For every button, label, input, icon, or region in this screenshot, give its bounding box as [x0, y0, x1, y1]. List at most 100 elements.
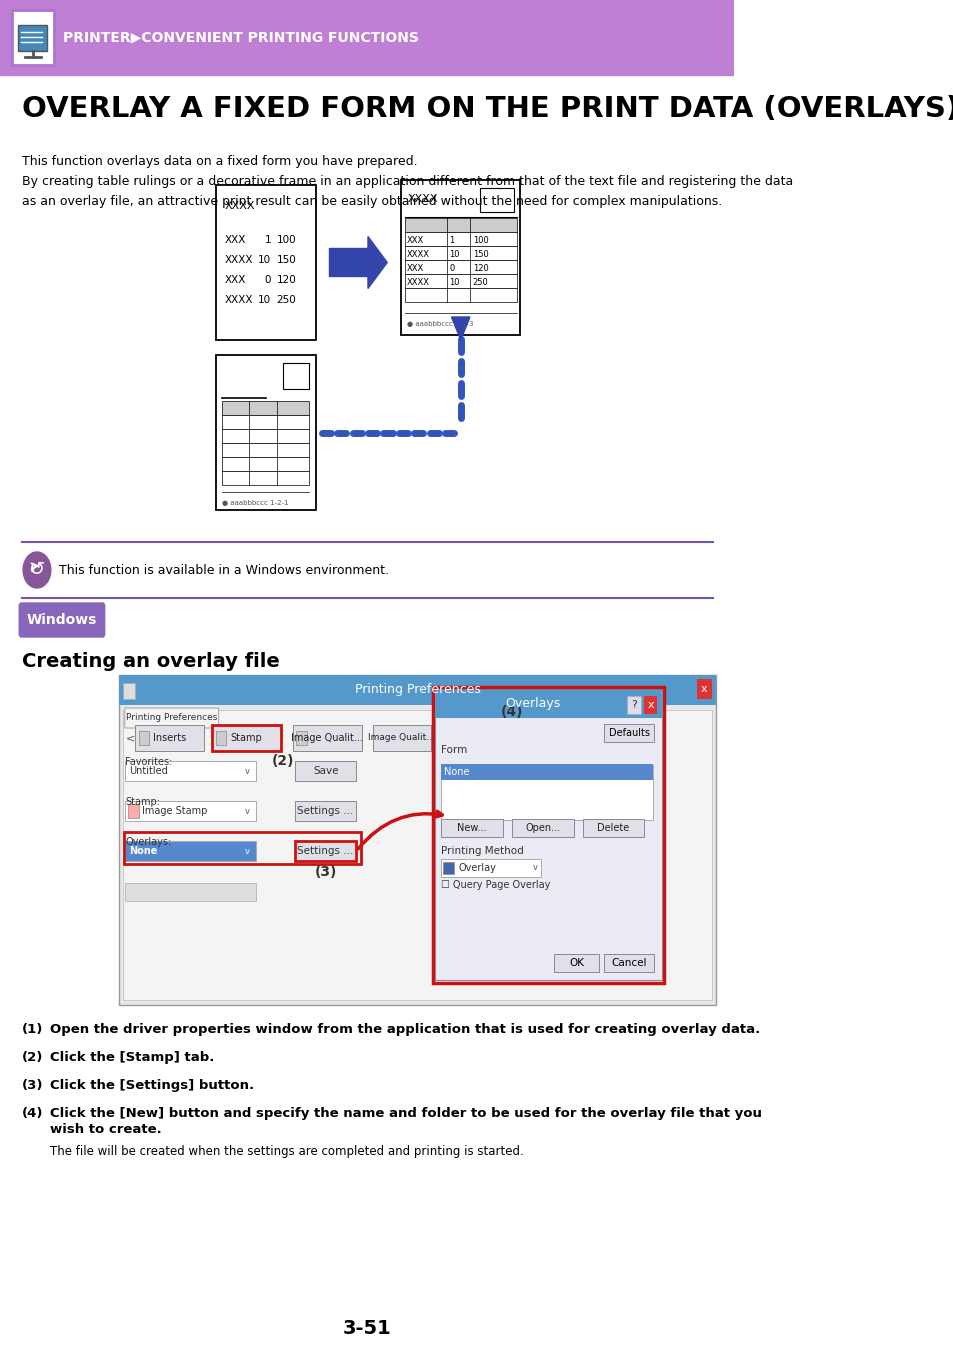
Bar [440, 819, 502, 837]
Text: Favorites:: Favorites: [126, 757, 172, 767]
Text: v: v [532, 864, 537, 872]
Bar [404, 217, 516, 232]
Text: XXXX: XXXX [225, 255, 253, 265]
Bar [404, 261, 516, 274]
Bar [221, 401, 309, 414]
Text: XXXX: XXXX [225, 296, 253, 305]
Text: ↺: ↺ [29, 560, 45, 579]
Text: Click the [Settings] button.: Click the [Settings] button. [50, 1079, 253, 1092]
Text: Settings ...: Settings ... [297, 806, 354, 815]
Text: By creating table rulings or a decorative frame in an application different from: By creating table rulings or a decorativ… [22, 176, 792, 188]
Text: 0: 0 [264, 275, 271, 285]
Bar [373, 725, 431, 751]
Text: 120: 120 [276, 275, 296, 285]
Text: Image Qualit...: Image Qualit... [368, 733, 435, 743]
Text: PRINTER▶CONVENIENT PRINTING FUNCTIONS: PRINTER▶CONVENIENT PRINTING FUNCTIONS [63, 31, 418, 45]
Bar [435, 690, 661, 980]
Bar [283, 363, 309, 389]
Text: The file will be created when the settings are completed and printing is started: The file will be created when the settin… [50, 1145, 523, 1158]
Text: This function is available in a Windows environment.: This function is available in a Windows … [58, 563, 388, 576]
Bar [443, 863, 454, 873]
Text: ● aaabbbccc 1-2-1: ● aaabbbccc 1-2-1 [221, 500, 288, 506]
Polygon shape [451, 317, 470, 340]
Bar [404, 232, 516, 246]
Text: (4): (4) [22, 1107, 43, 1120]
Text: 10: 10 [449, 250, 459, 259]
Text: 1: 1 [449, 236, 455, 244]
Bar [123, 710, 711, 1000]
Text: XXX: XXX [406, 265, 423, 273]
Text: Printing Method: Printing Method [440, 846, 523, 856]
Text: 150: 150 [472, 250, 488, 259]
Text: OVERLAY A FIXED FORM ON THE PRINT DATA (OVERLAYS): OVERLAY A FIXED FORM ON THE PRINT DATA (… [22, 95, 953, 123]
Text: 100: 100 [472, 236, 488, 244]
Text: 10: 10 [257, 296, 271, 305]
Bar [221, 429, 309, 443]
Text: 1: 1 [264, 235, 271, 244]
Text: Overlays: Overlays [505, 698, 560, 710]
Polygon shape [329, 236, 387, 289]
Text: Open the driver properties window from the application that is used for creating: Open the driver properties window from t… [50, 1023, 760, 1035]
Bar [696, 679, 711, 699]
Text: v: v [244, 846, 250, 856]
Text: XXXX: XXXX [225, 201, 255, 211]
Circle shape [23, 552, 51, 589]
Bar [296, 730, 307, 745]
Bar [215, 355, 315, 510]
Text: Printing Preferences: Printing Preferences [355, 683, 480, 697]
Text: (3): (3) [314, 865, 336, 879]
Text: 100: 100 [276, 235, 296, 244]
Bar [126, 841, 256, 861]
Text: This function overlays data on a fixed form you have prepared.: This function overlays data on a fixed f… [22, 155, 416, 167]
Text: None: None [444, 767, 469, 778]
Bar [627, 697, 640, 714]
Text: Form: Form [440, 745, 467, 755]
Bar [212, 725, 281, 751]
Bar [11, 9, 53, 65]
Bar [294, 841, 356, 861]
Text: Settings ...: Settings ... [297, 846, 354, 856]
Bar [126, 801, 256, 821]
Text: Untitled: Untitled [130, 765, 168, 776]
Text: XXX: XXX [406, 236, 423, 244]
Bar [18, 26, 47, 51]
Text: (2): (2) [22, 1052, 43, 1064]
Text: 10: 10 [257, 255, 271, 265]
Text: XXX: XXX [225, 275, 246, 285]
Text: Stamp: Stamp [231, 733, 262, 743]
Text: Open...: Open... [524, 824, 559, 833]
Text: XXXX: XXXX [406, 278, 429, 288]
Bar [400, 180, 519, 335]
Bar [294, 801, 356, 821]
Text: Printing Preferences: Printing Preferences [126, 714, 217, 722]
Text: Overlay: Overlay [457, 863, 496, 873]
Bar [435, 690, 661, 718]
Bar [119, 675, 715, 705]
Text: x: x [700, 684, 707, 694]
Bar [212, 725, 281, 751]
Bar [215, 730, 226, 745]
FancyBboxPatch shape [19, 603, 105, 637]
Text: (1): (1) [22, 1023, 43, 1035]
Bar [123, 683, 135, 699]
Bar [404, 246, 516, 261]
Bar [480, 188, 514, 212]
Bar [138, 730, 150, 745]
Text: 0: 0 [449, 265, 455, 273]
Bar [294, 761, 356, 782]
Text: Stamp:: Stamp: [126, 796, 160, 807]
Text: XXX: XXX [225, 235, 246, 244]
Text: New...: New... [456, 824, 486, 833]
Bar [643, 697, 657, 714]
Bar [221, 443, 309, 458]
Bar [440, 765, 652, 819]
Text: Inserts: Inserts [152, 733, 186, 743]
Bar [404, 274, 516, 288]
Text: Cancel: Cancel [611, 958, 646, 968]
Bar [134, 725, 204, 751]
Text: (2): (2) [272, 755, 294, 768]
Text: Creating an overlay file: Creating an overlay file [22, 652, 279, 671]
Bar [432, 687, 663, 983]
Text: ● aaabbbccc 1-2-3: ● aaabbbccc 1-2-3 [407, 321, 474, 327]
Text: OK: OK [569, 958, 583, 968]
